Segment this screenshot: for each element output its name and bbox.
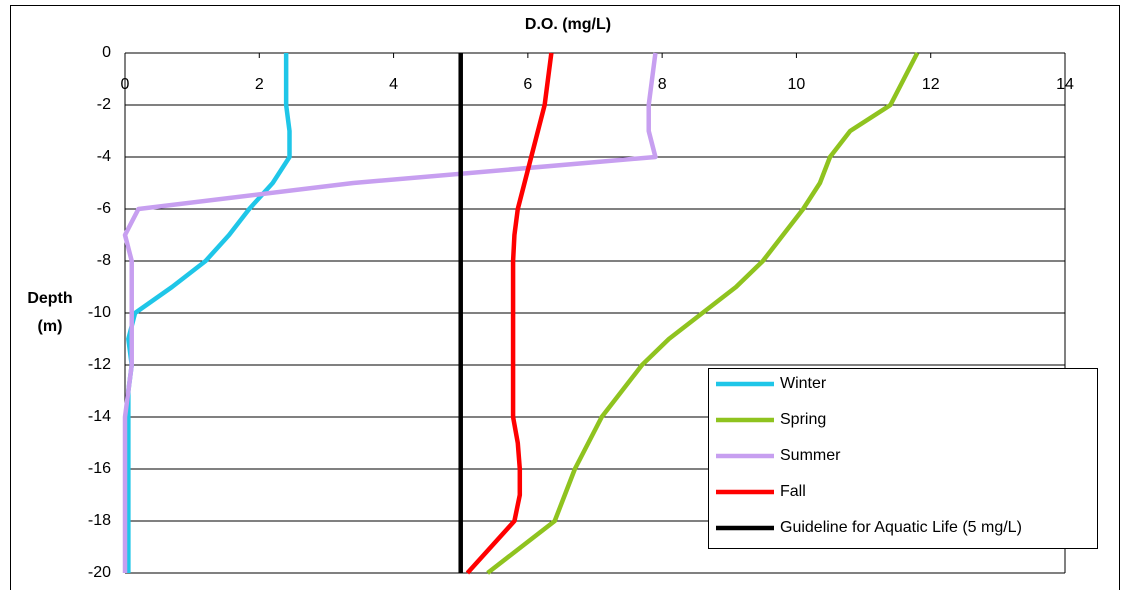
y-tick-label: -14 (88, 408, 111, 425)
x-tick-label: 14 (1056, 76, 1074, 93)
legend-label: Spring (780, 411, 826, 428)
y-tick-label: -18 (88, 512, 111, 529)
legend-label: Summer (780, 447, 841, 464)
y-axis-label: Depth (27, 290, 72, 307)
x-tick-label: 12 (922, 76, 940, 93)
y-tick-label: -12 (88, 356, 111, 373)
y-tick-label: -8 (97, 252, 111, 269)
series-line (122, 52, 658, 573)
series-line (126, 53, 292, 573)
chart-title: D.O. (mg/L) (525, 16, 611, 33)
x-tick-label: 10 (788, 76, 806, 93)
x-tick-label: 4 (389, 76, 398, 93)
x-tick-label: 6 (523, 76, 532, 93)
y-tick-label: -20 (88, 564, 111, 581)
series-line (486, 51, 920, 575)
x-tick-label: 0 (121, 76, 130, 93)
y-tick-label: 0 (102, 44, 111, 61)
y-tick-label: -10 (88, 304, 111, 321)
y-axis-label: (m) (38, 318, 63, 335)
y-tick-label: -16 (88, 460, 111, 477)
series-line (465, 52, 554, 575)
x-tick-label: 2 (255, 76, 264, 93)
legend-box (708, 368, 1098, 549)
x-tick-label: 8 (658, 76, 667, 93)
legend-label: Fall (780, 483, 806, 500)
legend-label: Guideline for Aquatic Life (5 mg/L) (780, 519, 1022, 536)
y-tick-label: -4 (97, 148, 111, 165)
y-tick-label: -2 (97, 96, 111, 113)
y-tick-label: -6 (97, 200, 111, 217)
legend-label: Winter (780, 375, 827, 392)
